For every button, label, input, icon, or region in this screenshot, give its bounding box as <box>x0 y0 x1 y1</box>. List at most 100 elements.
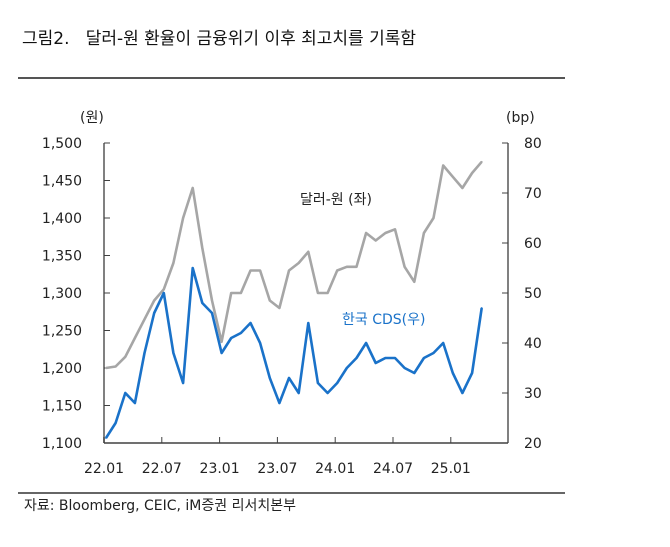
usdkrw-point <box>384 232 387 234</box>
cds-point <box>317 382 319 384</box>
figure-title: 그림2. 달러-원 환율이 금융위기 이후 최고치를 기록함 <box>22 29 417 49</box>
cds-point <box>336 382 339 384</box>
usdkrw-point <box>365 232 367 234</box>
cds-point <box>268 377 271 379</box>
usdkrw-point <box>114 365 117 368</box>
left-tick-label: 1,250 <box>42 324 82 340</box>
left-tick-label: 1,450 <box>42 174 82 190</box>
cds-point <box>211 312 213 314</box>
cds-point <box>480 307 483 309</box>
usdkrw-point <box>297 262 300 264</box>
cds-point <box>384 357 387 359</box>
cds-point <box>461 392 464 394</box>
cds-point <box>288 377 290 379</box>
cds-point <box>442 342 445 344</box>
cds-point <box>374 362 377 364</box>
usdkrw-point <box>394 228 396 231</box>
cds-point <box>423 357 425 359</box>
x-tick-label: 25.01 <box>431 461 471 477</box>
usdkrw-point <box>182 217 185 219</box>
right-axis-unit: (bp) <box>506 110 535 126</box>
axes: 1,500 1,450 1,400 1,350 1,300 1,250 1,200 1,150… <box>42 136 542 477</box>
bottom-rule <box>18 492 565 494</box>
right-tick-label: 40 <box>524 336 542 352</box>
cds-point <box>345 367 348 369</box>
cds-point <box>230 337 233 339</box>
source-note: 자료: Bloomberg, CEIC, iM증권 리서치본부 <box>24 498 296 514</box>
usdkrw-point <box>288 269 290 272</box>
cds-point <box>413 372 416 374</box>
x-tick-label: 22.01 <box>84 461 124 477</box>
usdkrw-point <box>442 164 445 167</box>
cds-point <box>432 352 435 354</box>
left-tick-label: 1,200 <box>42 361 82 377</box>
cds-point <box>240 332 242 334</box>
left-tick-label: 1,150 <box>42 399 82 415</box>
usdkrw-point <box>461 187 464 189</box>
left-tick-label: 1,500 <box>42 136 82 152</box>
right-tick-label: 20 <box>524 436 542 452</box>
x-tick-label: 24.01 <box>315 461 355 477</box>
x-tick-label: 23.07 <box>257 461 297 477</box>
series-lines <box>104 160 483 439</box>
usdkrw-point <box>432 217 435 219</box>
cds-line <box>104 266 483 439</box>
usdkrw-point <box>201 247 204 249</box>
usdkrw-point <box>307 250 310 253</box>
cds-point <box>162 292 165 294</box>
usdkrw-point <box>374 239 377 242</box>
cds-point <box>153 312 156 314</box>
right-tick-label: 80 <box>524 136 542 152</box>
usdkrw-point <box>317 292 319 294</box>
cds-point <box>172 352 175 354</box>
usdkrw-point <box>355 265 358 268</box>
cds-point <box>105 437 107 439</box>
usdkrw-point <box>191 187 194 189</box>
usdkrw-point <box>480 160 483 163</box>
usdkrw-point <box>413 280 416 283</box>
cds-point <box>403 367 406 369</box>
cds-point <box>114 422 117 424</box>
usdkrw-point <box>220 340 223 343</box>
right-tick-label: 30 <box>524 386 542 402</box>
top-rule <box>18 77 565 79</box>
cds-point <box>355 357 358 359</box>
usdkrw-point <box>345 265 348 268</box>
annotation-usdkrw: 달러-원 (좌) <box>300 192 372 208</box>
cds-point <box>191 267 194 269</box>
cds-point <box>249 322 252 324</box>
x-tick-label: 23.01 <box>200 461 240 477</box>
right-tick-label: 60 <box>524 236 542 252</box>
cds-point <box>220 352 223 354</box>
cds-point <box>471 372 473 374</box>
cds-point <box>124 392 127 394</box>
cds-point <box>182 382 185 384</box>
cds-point <box>259 342 261 344</box>
usdkrw-point <box>403 265 406 268</box>
cds-point <box>297 392 300 394</box>
usdkrw-line <box>105 160 483 370</box>
right-tick-label: 50 <box>524 286 542 302</box>
cds-point <box>365 342 367 344</box>
left-tick-label: 1,300 <box>42 286 82 302</box>
usdkrw-point <box>162 288 165 291</box>
cds-point <box>451 372 454 374</box>
usdkrw-point <box>172 262 175 264</box>
left-tick-label: 1,400 <box>42 211 82 227</box>
usdkrw-point <box>153 299 156 302</box>
usdkrw-point <box>249 269 252 272</box>
usdkrw-point <box>211 299 213 302</box>
usdkrw-point <box>259 269 261 272</box>
annotation-cds: 한국 CDS(우) <box>342 312 425 328</box>
usdkrw-point <box>423 232 425 234</box>
x-tick-label: 22.07 <box>142 461 182 477</box>
usdkrw-point <box>105 367 107 369</box>
x-tick-label: 24.07 <box>373 461 413 477</box>
right-tick-label: 70 <box>524 186 542 202</box>
left-axis-unit: (원) <box>80 110 104 126</box>
usdkrw-point <box>134 337 136 339</box>
usdkrw-point <box>471 172 473 174</box>
usdkrw-point <box>124 355 127 358</box>
cds-point <box>134 402 136 404</box>
